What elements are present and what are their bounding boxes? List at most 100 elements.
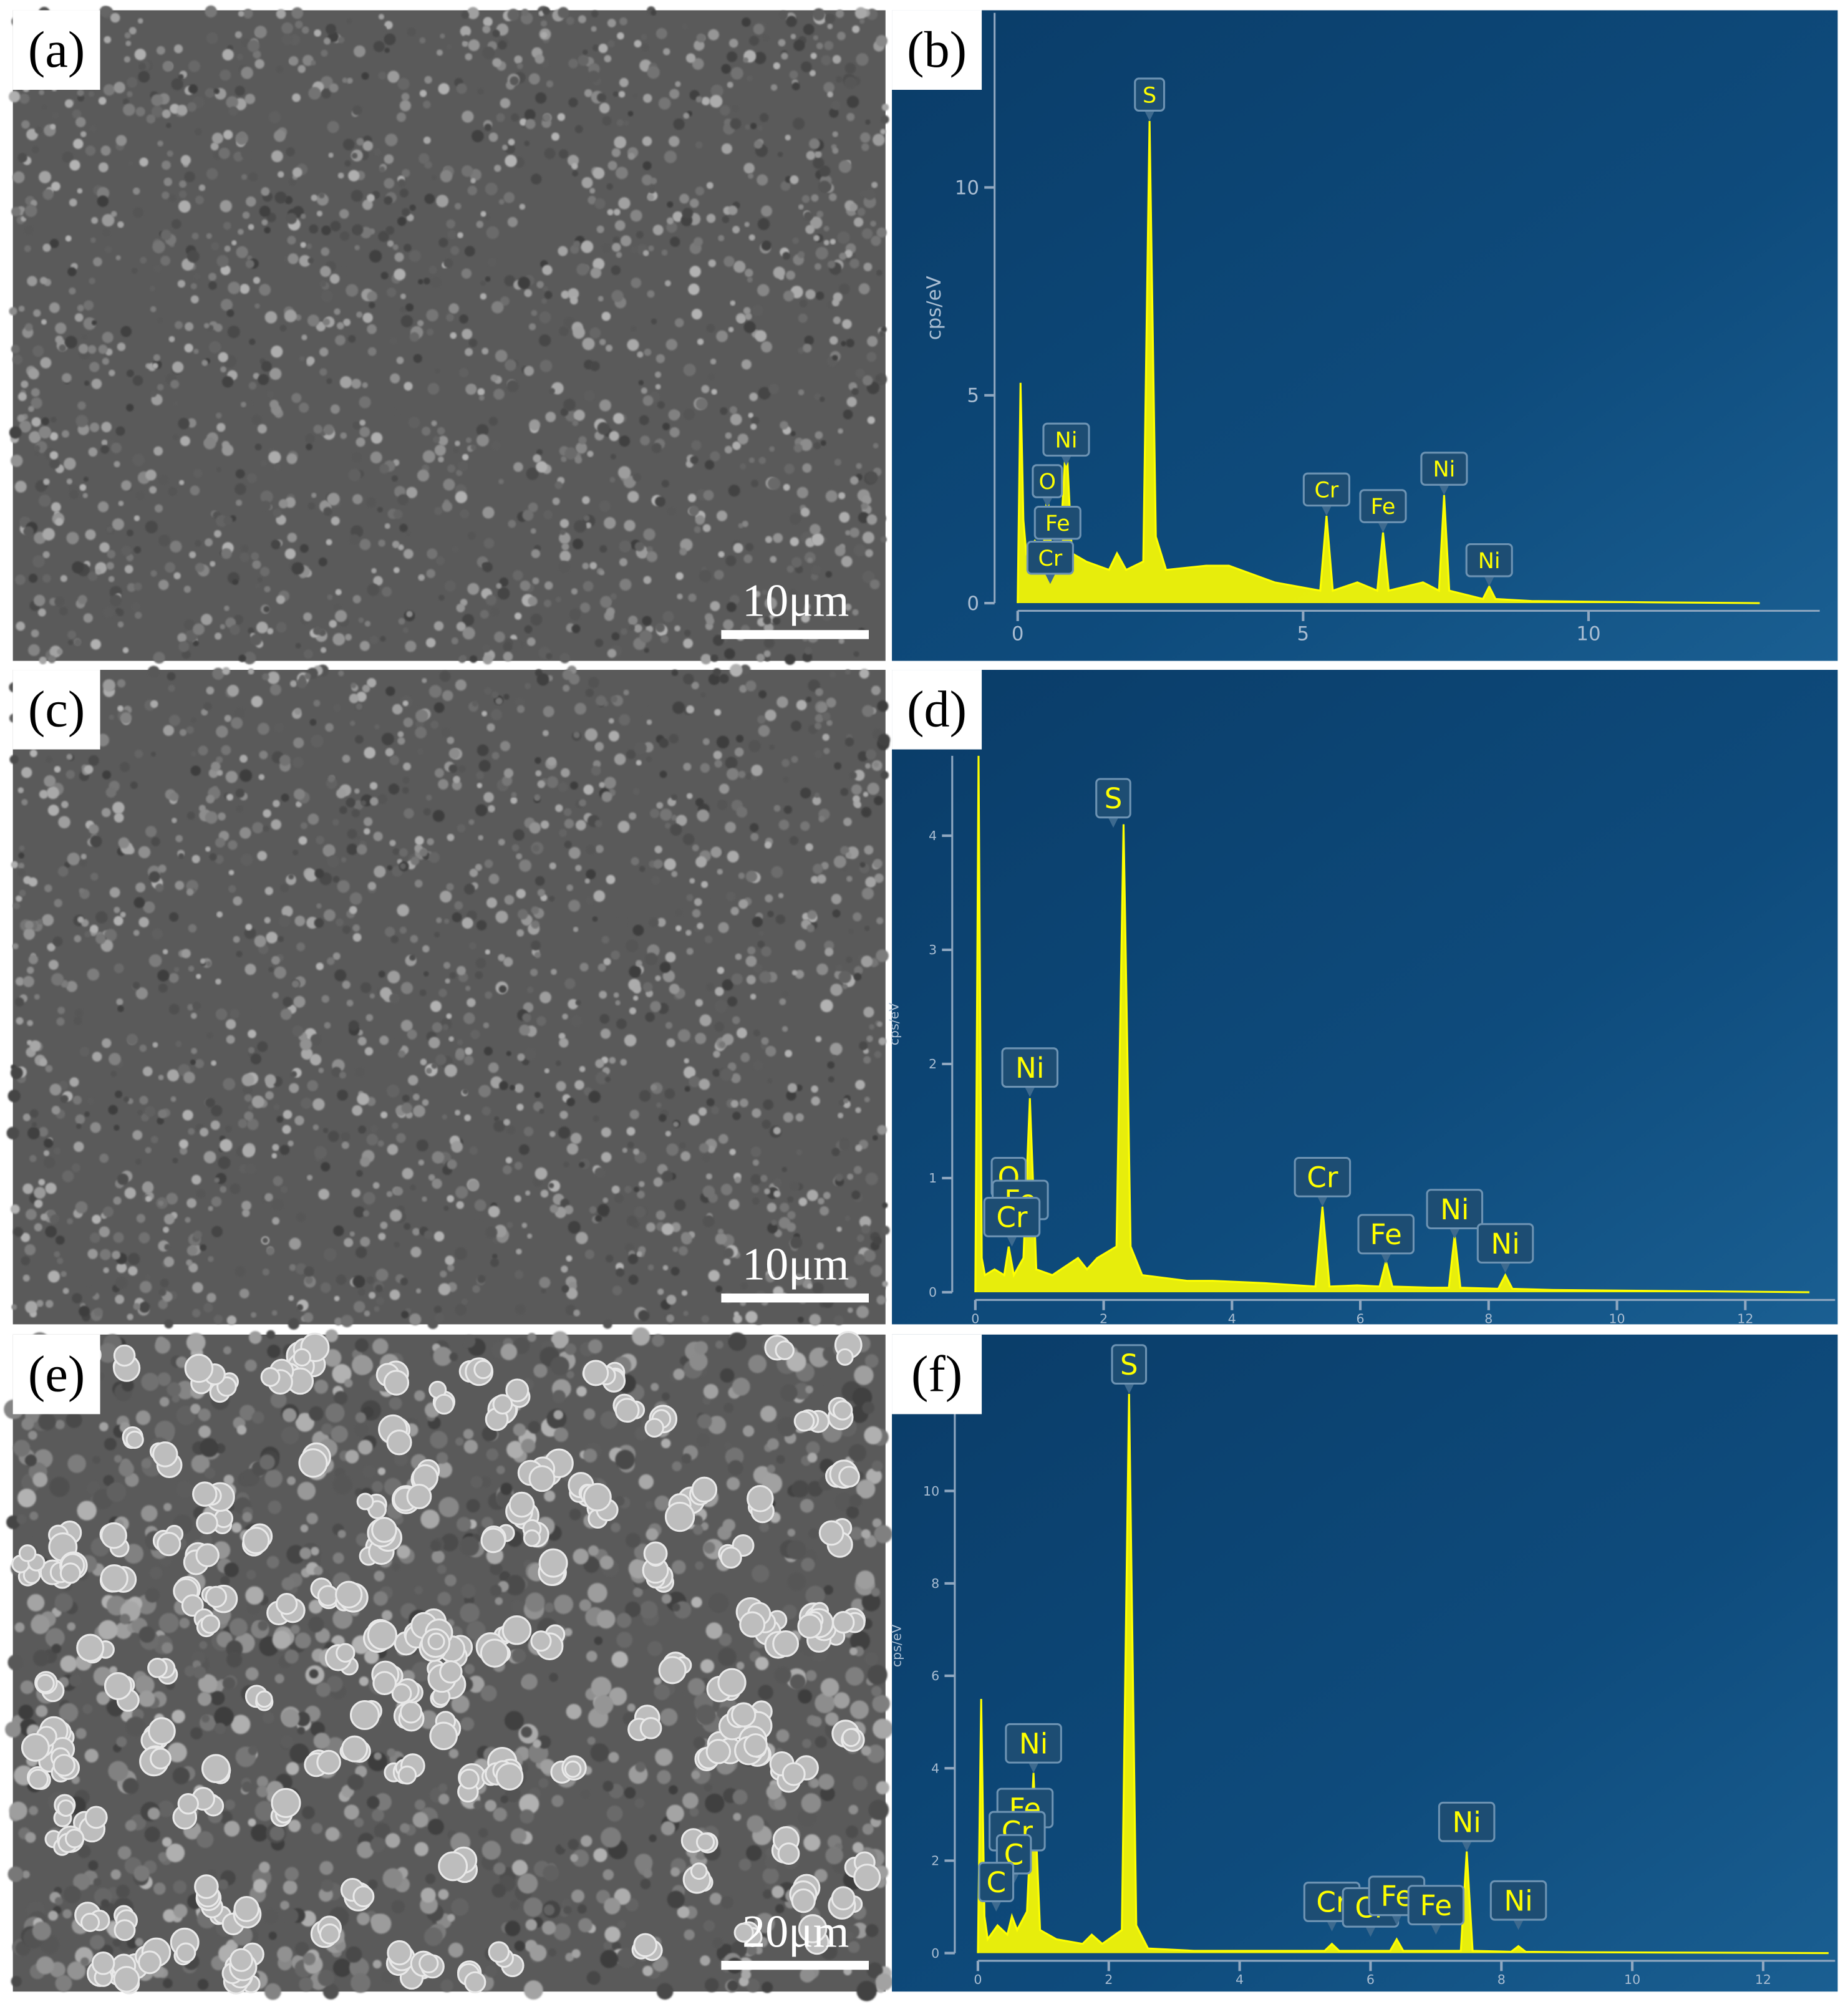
grain [643,528,656,541]
grain [243,1085,253,1096]
grain [549,896,555,902]
grain [346,798,356,808]
grain [356,1170,363,1177]
grain [432,810,445,822]
grain [738,1859,752,1871]
grain [279,324,287,332]
grain [132,453,145,467]
grain [251,1095,264,1108]
grain [678,1246,688,1256]
grain [730,413,742,426]
grain [115,135,127,147]
grain [627,1254,639,1265]
grain [259,1454,275,1470]
grain [380,636,386,642]
grain [334,610,347,622]
grain [127,1313,133,1320]
grain [533,794,541,801]
grain [186,811,195,820]
grain [720,105,730,116]
grain [530,1944,547,1962]
grain [57,1257,64,1264]
grain [116,998,123,1005]
grain [871,181,878,188]
grain [876,227,887,238]
grain [443,962,451,969]
grain [346,843,358,855]
grain [138,917,149,927]
grain [201,614,213,626]
grain [656,1983,674,2000]
grain [638,380,644,385]
grain [422,427,431,436]
grain [62,373,72,383]
grain [824,41,834,51]
grain [77,304,84,312]
grain [67,853,80,866]
grain [5,1721,21,1738]
grain [716,735,730,749]
grain [229,1618,248,1637]
grain [108,1105,118,1115]
grain [272,1630,291,1650]
grain [762,1867,779,1884]
grain [490,1584,502,1597]
grain [350,720,356,727]
grain [833,1315,844,1325]
grain [245,924,253,931]
grain [683,364,696,377]
grain [477,783,483,788]
grain [372,1338,389,1355]
grain [190,283,197,289]
grain [110,12,120,23]
grain [342,138,355,151]
grain [611,1522,621,1533]
grain [36,1705,48,1718]
grain [666,1295,677,1305]
grain [461,1584,476,1598]
grain [832,355,838,361]
grain [251,1009,261,1018]
grain [833,855,846,868]
grain [843,1098,849,1104]
grain [600,1411,618,1429]
grain [733,543,743,553]
grain [792,1273,805,1286]
grain [877,1021,883,1027]
grain [619,578,632,591]
grain [798,1689,813,1704]
grain [800,508,810,517]
grain [279,1144,290,1155]
grain [809,70,816,77]
grain [195,195,205,205]
grain [385,226,395,235]
grain [529,419,541,431]
grain [54,766,61,773]
grain [236,950,243,957]
grain [325,1329,339,1343]
grain [222,667,230,675]
grain [84,380,90,386]
grain [730,118,742,130]
grain [162,109,171,118]
grain [346,18,352,24]
grain [179,180,186,188]
grain [348,1020,359,1031]
grain [852,1842,864,1854]
grain [215,1008,228,1020]
grain [467,7,480,19]
grain [299,1547,312,1560]
grain [373,1591,388,1606]
grain [769,744,775,750]
grain [225,770,238,783]
grain [485,182,498,195]
grain [28,573,38,583]
grain [599,399,611,412]
grain [191,1454,210,1473]
grain [358,617,364,623]
grain [514,1940,525,1951]
grain [595,1071,609,1085]
grain [417,320,424,327]
grain [490,1258,500,1267]
grain [586,1650,597,1662]
